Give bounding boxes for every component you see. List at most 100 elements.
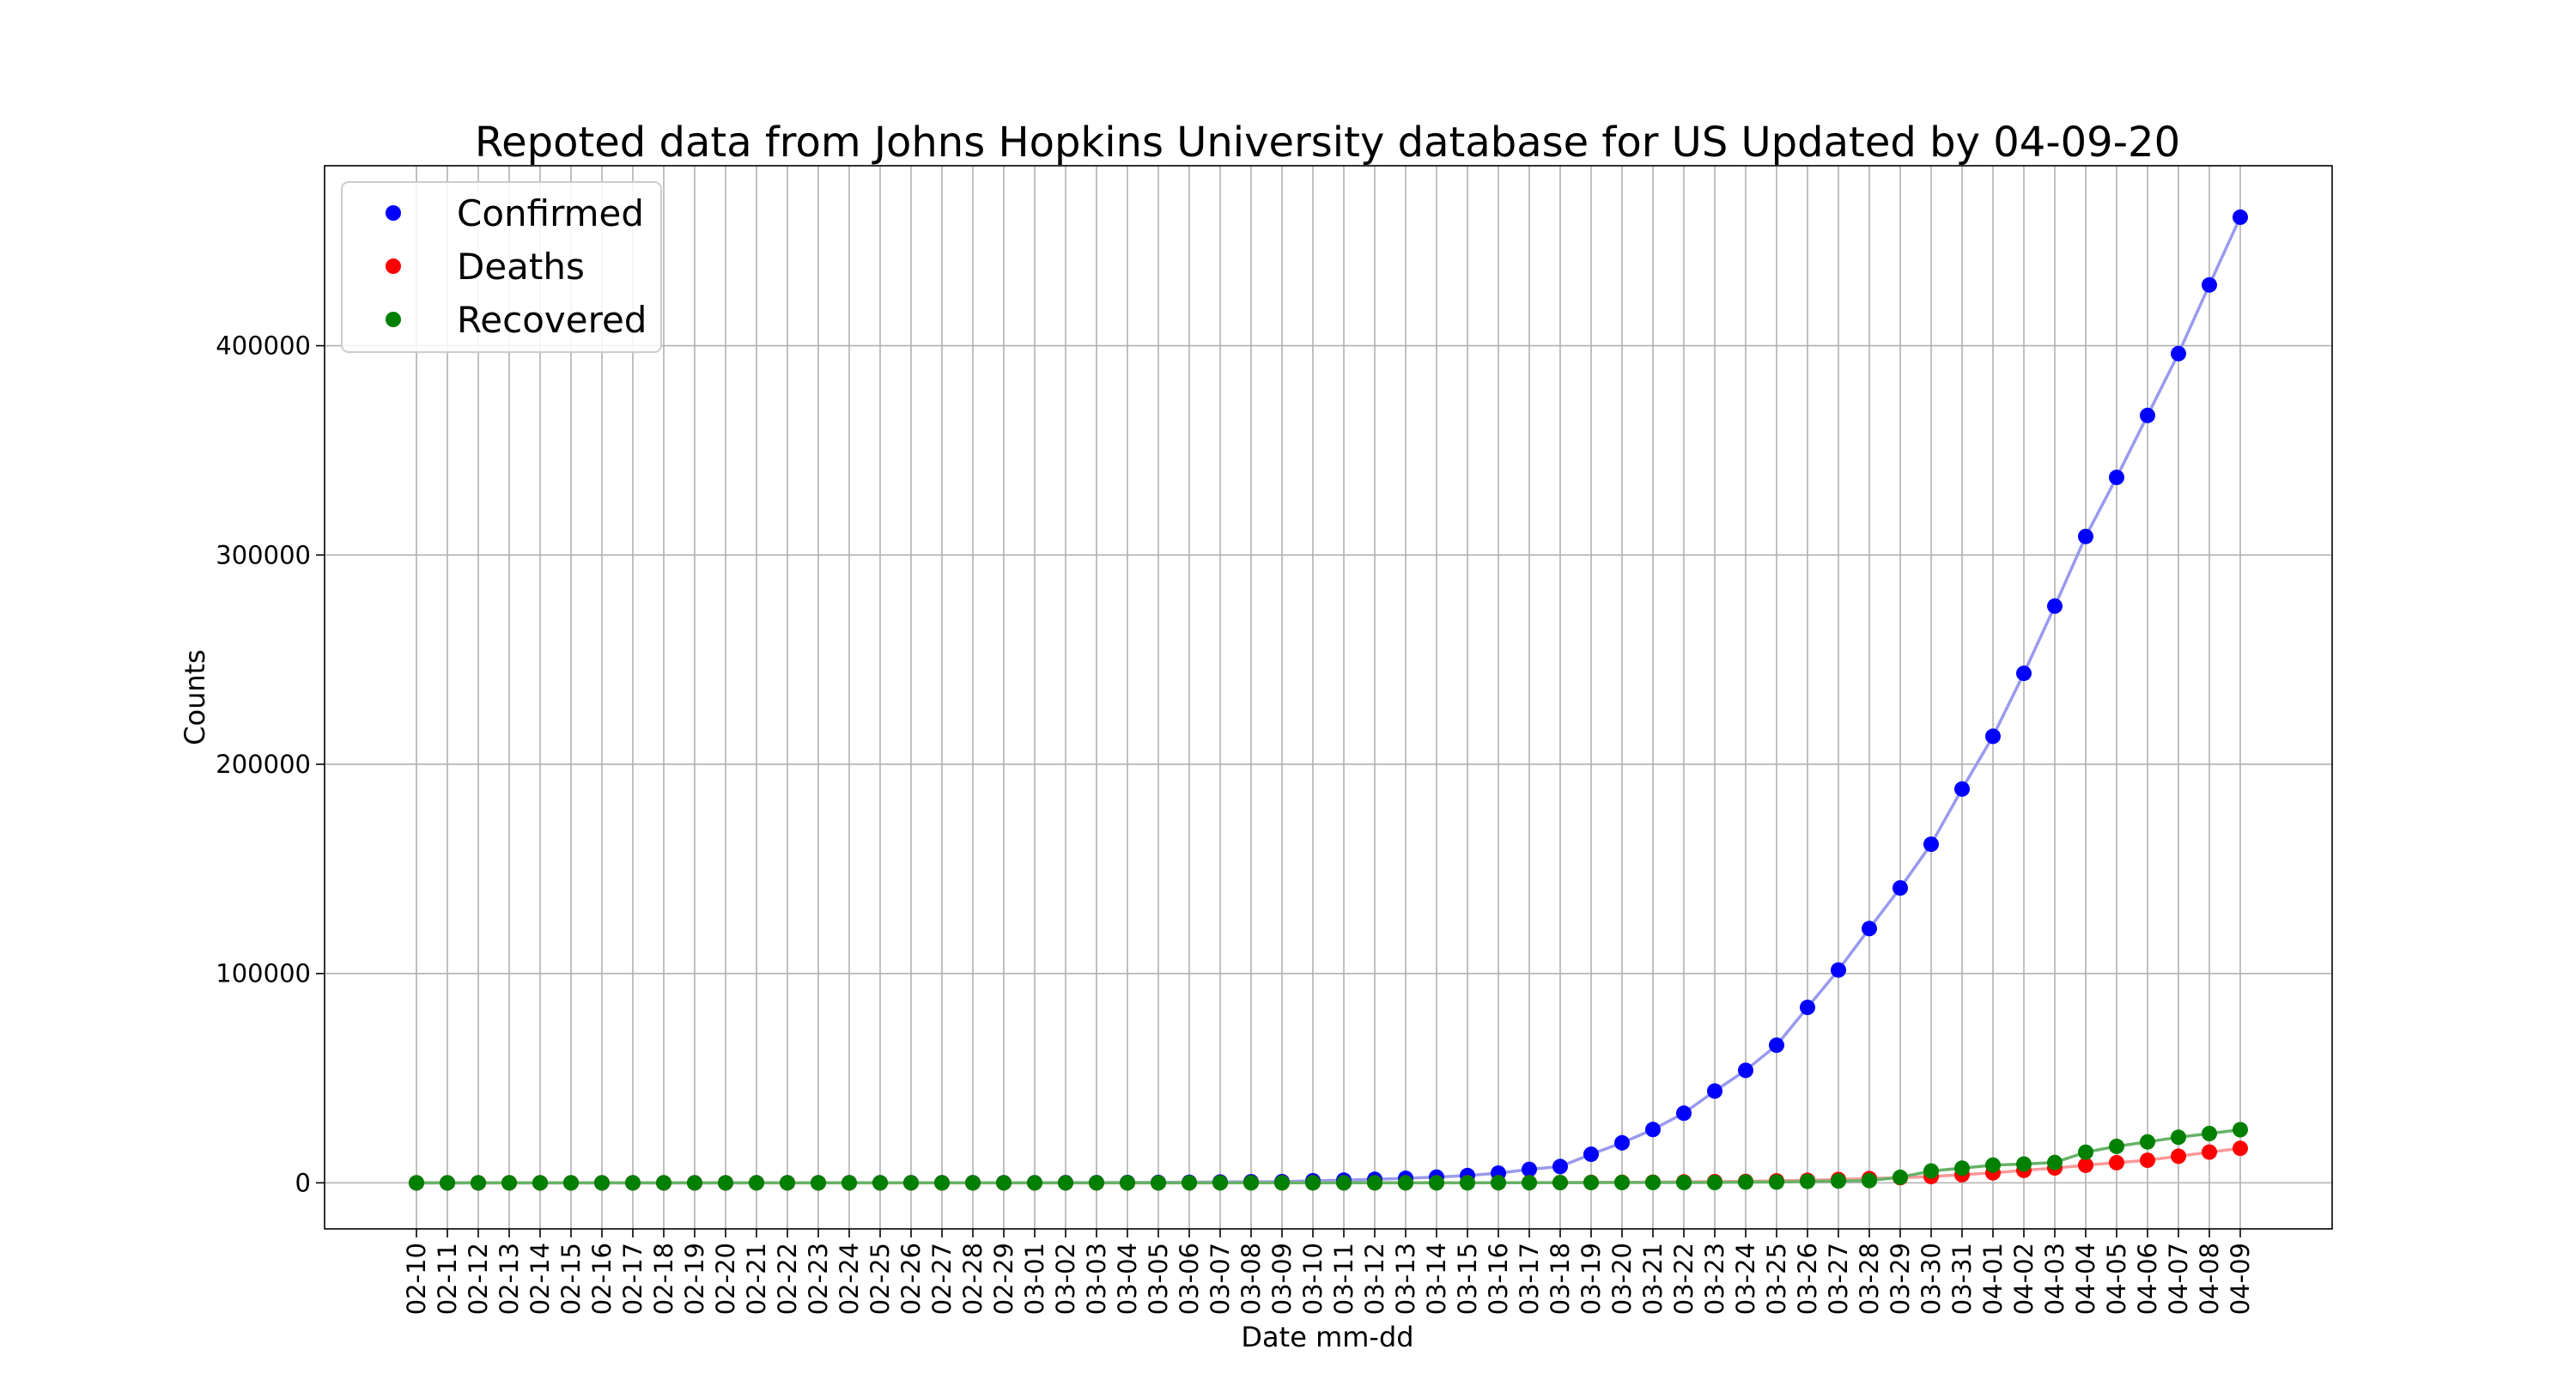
y-tick-label: 200000	[216, 750, 311, 779]
x-tick-label: 03-05	[1144, 1243, 1173, 1315]
series-lines	[416, 216, 2242, 1185]
x-tick-label: 03-03	[1082, 1243, 1111, 1315]
confirmed-point	[1707, 1083, 1722, 1099]
x-tick-label: 03-06	[1175, 1243, 1204, 1315]
deaths-point	[2109, 1154, 2124, 1170]
confirmed-point	[2202, 277, 2217, 293]
recovered-point	[1120, 1175, 1135, 1191]
x-tick-label: 02-22	[773, 1243, 802, 1315]
recovered-point	[440, 1175, 455, 1191]
recovered-point	[2171, 1129, 2186, 1146]
x-tick-label: 03-23	[1700, 1243, 1729, 1315]
recovered-point	[1089, 1175, 1104, 1191]
recovered-point	[409, 1175, 424, 1191]
legend-box	[341, 181, 662, 353]
confirmed-point	[2233, 209, 2248, 225]
legend: Confirmed Deaths Recovered	[341, 181, 662, 353]
x-tick-label: 03-19	[1577, 1243, 1606, 1315]
recovered-point	[934, 1175, 950, 1191]
recovered-point	[1460, 1175, 1475, 1191]
x-tick-label: 03-24	[1731, 1243, 1760, 1315]
x-tick-label: 02-23	[804, 1243, 833, 1315]
recovered-point	[563, 1175, 579, 1191]
recovered-point	[687, 1175, 702, 1191]
recovered-point	[1522, 1175, 1537, 1191]
confirmed-point	[2109, 469, 2124, 485]
confirmed-point	[1583, 1146, 1599, 1163]
x-tick-label: 03-21	[1638, 1243, 1668, 1315]
recovered-point	[841, 1175, 857, 1191]
recovered-point	[780, 1175, 795, 1191]
recovered-point	[1182, 1175, 1197, 1191]
recovered-point	[625, 1175, 641, 1191]
x-tick-label: 02-25	[866, 1243, 895, 1315]
deaths-point	[2202, 1144, 2217, 1160]
recovered-point	[1367, 1175, 1382, 1191]
x-tick-label: 02-16	[587, 1243, 617, 1315]
recovered-point	[1923, 1163, 1939, 1179]
x-tick-label: 04-07	[2164, 1243, 2193, 1315]
x-tick-label: 02-12	[464, 1243, 493, 1315]
x-tick-label: 02-14	[526, 1243, 555, 1315]
recovered-point	[1707, 1175, 1722, 1190]
recovered-point	[2202, 1126, 2217, 1141]
x-axis-ticks: 02-10 02-11 02-12 02-13 02-14 02-15 02-16 02-17…	[402, 1229, 2255, 1315]
x-tick-label: 02-29	[989, 1243, 1018, 1315]
recovered-point	[1769, 1174, 1784, 1190]
plot-frame	[324, 165, 2333, 1230]
recovered-point	[903, 1175, 919, 1191]
x-tick-label: 03-15	[1453, 1243, 1482, 1315]
x-tick-label: 03-30	[1917, 1243, 1946, 1315]
x-tick-label: 04-05	[2102, 1243, 2131, 1315]
y-tick-label: 100000	[216, 959, 311, 988]
confirmed-point	[2016, 666, 2032, 682]
x-tick-label: 02-26	[896, 1243, 926, 1315]
confirmed-point	[1522, 1161, 1537, 1177]
x-tick-label: 03-29	[1886, 1243, 1915, 1315]
x-tick-label: 03-22	[1669, 1243, 1698, 1315]
x-tick-label: 04-03	[2040, 1243, 2069, 1315]
recovered-point	[1491, 1175, 1506, 1191]
x-tick-label: 02-13	[495, 1243, 524, 1315]
recovered-point	[2078, 1144, 2093, 1160]
deaths-point	[2140, 1152, 2155, 1169]
recovered-point	[811, 1175, 826, 1191]
x-tick-label: 03-02	[1051, 1243, 1080, 1315]
recovered-point	[1645, 1175, 1661, 1190]
x-tick-label: 03-17	[1515, 1243, 1544, 1315]
recovered-point	[1212, 1175, 1228, 1191]
confirmed-point	[1800, 1000, 1815, 1016]
x-tick-label: 03-25	[1762, 1243, 1791, 1315]
confirmed-point	[2171, 345, 2186, 362]
x-tick-label: 02-18	[649, 1243, 678, 1315]
recovered-point	[2016, 1156, 2032, 1172]
x-tick-label: 03-16	[1484, 1243, 1513, 1315]
recovered-point	[1831, 1173, 1846, 1189]
recovered-point	[1862, 1172, 1877, 1189]
x-tick-label: 02-21	[742, 1243, 771, 1315]
legend-marker-deaths	[386, 258, 401, 274]
confirmed-point	[1645, 1122, 1661, 1138]
x-tick-label: 03-07	[1206, 1243, 1235, 1315]
recovered-point	[2047, 1154, 2063, 1170]
recovered-point	[501, 1175, 517, 1191]
x-tick-label: 02-15	[556, 1243, 586, 1315]
x-tick-label: 04-04	[2071, 1243, 2100, 1315]
x-tick-label: 02-27	[927, 1243, 957, 1315]
x-tick-label: 04-01	[1978, 1243, 2008, 1315]
legend-marker-recovered	[386, 312, 401, 327]
x-tick-label: 04-09	[2226, 1243, 2255, 1315]
confirmed-point	[1676, 1105, 1692, 1122]
confirmed-point	[1614, 1134, 1630, 1151]
x-tick-label: 03-14	[1422, 1243, 1451, 1315]
recovered-point	[594, 1175, 610, 1191]
x-tick-label: 03-10	[1298, 1243, 1327, 1315]
x-tick-label: 02-11	[433, 1243, 462, 1315]
recovered-point	[1985, 1157, 2001, 1173]
recovered-point	[1738, 1174, 1753, 1190]
recovered-point	[1676, 1175, 1692, 1190]
recovered-point	[1058, 1175, 1073, 1191]
x-tick-label: 03-20	[1607, 1243, 1637, 1315]
x-tick-label: 03-31	[1947, 1243, 1977, 1315]
